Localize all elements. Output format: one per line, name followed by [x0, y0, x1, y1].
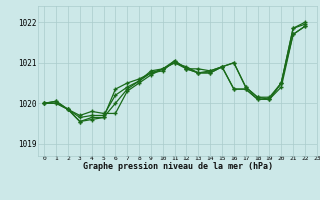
- X-axis label: Graphe pression niveau de la mer (hPa): Graphe pression niveau de la mer (hPa): [83, 162, 273, 171]
